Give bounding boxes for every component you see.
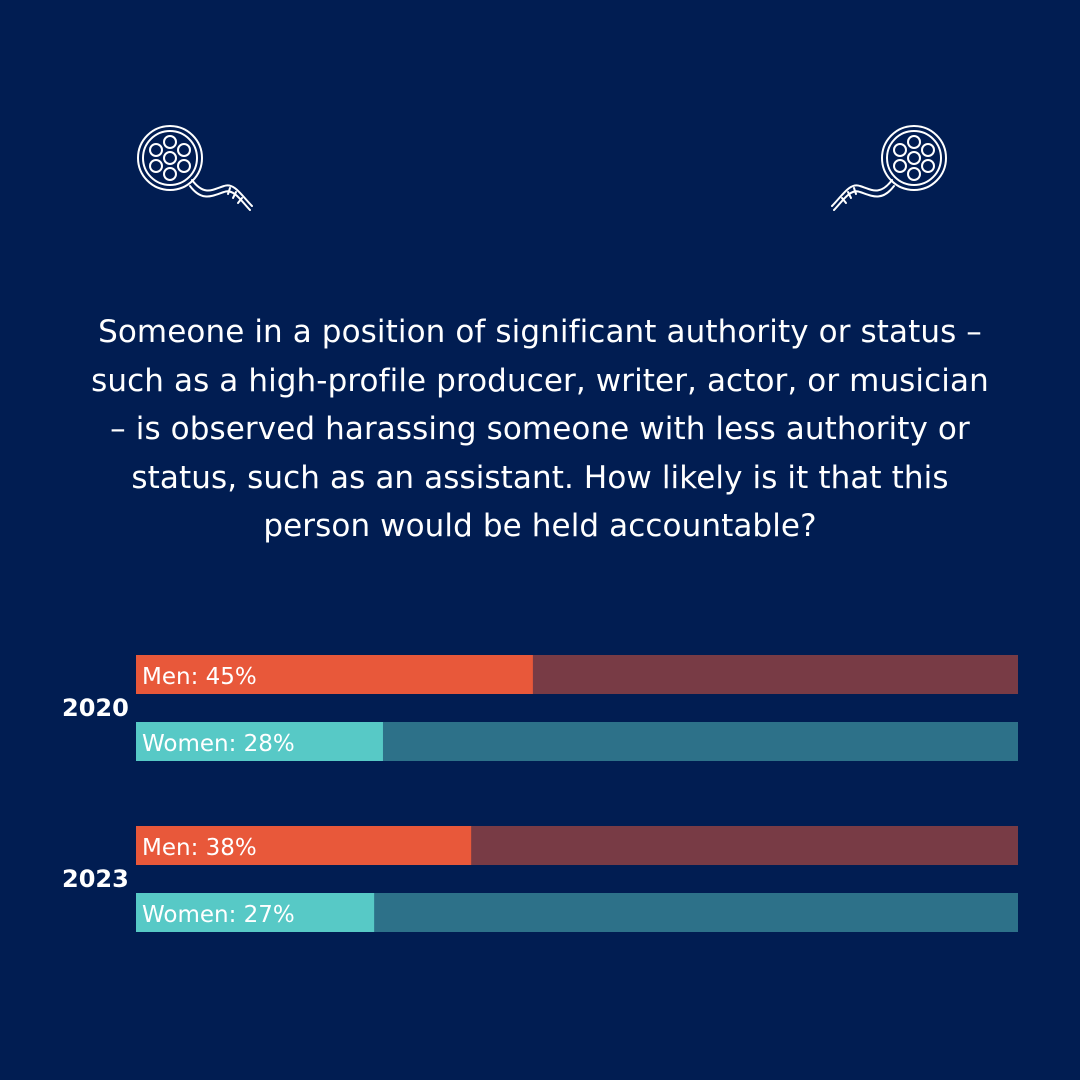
- bar-label-women-2023: Women: 27%: [142, 902, 295, 928]
- bar-label-men-2020: Men: 45%: [142, 664, 257, 690]
- film-reel-icon-right: [820, 118, 950, 218]
- bar-women-2023: [136, 893, 375, 932]
- bar-label-men-2023: Men: 38%: [142, 835, 257, 861]
- film-reel-icon-left: [134, 118, 264, 218]
- year-label-2023: 2023: [62, 865, 129, 893]
- bar-men-2023: [136, 826, 472, 865]
- survey-question: Someone in a position of significant aut…: [91, 314, 989, 544]
- bar-label-women-2020: Women: 28%: [142, 731, 295, 757]
- bar-women-2020: [136, 722, 383, 761]
- bar-men-2020: [136, 655, 533, 694]
- year-label-2020: 2020: [62, 694, 129, 722]
